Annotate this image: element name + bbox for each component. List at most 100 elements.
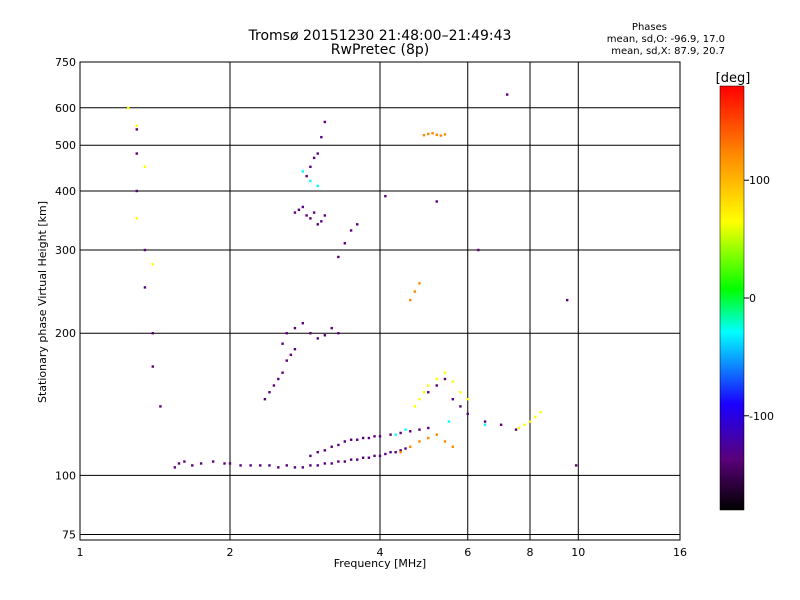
data-point (451, 380, 455, 383)
data-point (301, 321, 305, 325)
data-point (451, 397, 455, 401)
data-point (349, 458, 353, 461)
data-point (499, 423, 503, 426)
data-point (361, 436, 365, 440)
data-point (316, 152, 319, 155)
data-point (309, 179, 312, 183)
y-tick-label: 100 (55, 469, 76, 482)
data-point (422, 391, 426, 394)
x-tick-label: 8 (527, 546, 534, 559)
data-point (477, 248, 480, 252)
data-point (435, 433, 438, 436)
data-point (565, 298, 569, 302)
data-point (293, 211, 297, 214)
data-point (281, 371, 284, 374)
data-point (159, 405, 162, 408)
grid-lines (80, 62, 680, 540)
data-point (439, 134, 443, 137)
data-point (316, 464, 319, 467)
data-point (399, 431, 402, 435)
data-point (239, 464, 242, 467)
data-point (466, 397, 469, 401)
stats-line-x: mean, sd,X: 87.9, 20.7 (611, 46, 725, 57)
data-point (268, 391, 271, 394)
data-point (316, 223, 319, 226)
data-point (323, 120, 327, 124)
data-point (523, 423, 526, 426)
data-point (143, 165, 147, 169)
colorbar-tick-label: -100 (749, 410, 774, 423)
data-point (427, 436, 430, 440)
data-point (249, 464, 252, 467)
data-point (177, 462, 181, 465)
data-point (191, 464, 194, 467)
data-point (135, 217, 138, 220)
data-point (409, 445, 412, 448)
data-point (459, 391, 462, 394)
data-point (330, 445, 333, 448)
data-point (427, 132, 430, 136)
data-point (330, 462, 333, 465)
data-point (301, 170, 305, 173)
colorbar (719, 85, 745, 511)
colorbar-tick-label: 0 (749, 292, 756, 305)
data-point (301, 205, 305, 209)
data-point (418, 282, 421, 285)
x-tick-label: 6 (464, 546, 471, 559)
colorbar-tick-label: 100 (749, 174, 770, 187)
data-point (259, 464, 262, 467)
data-point (427, 391, 430, 394)
y-tick-label: 600 (55, 102, 76, 115)
data-point (367, 456, 371, 459)
data-point (228, 462, 232, 465)
data-point (409, 298, 412, 302)
data-point (293, 466, 297, 469)
data-point (343, 440, 347, 443)
x-tick-label: 10 (571, 546, 585, 559)
data-point (323, 334, 327, 337)
data-point (289, 353, 293, 357)
x-tick-label: 1 (77, 546, 84, 559)
y-tick-label: 750 (55, 56, 76, 69)
data-point (367, 436, 371, 440)
data-point (173, 466, 177, 469)
data-point (355, 438, 359, 441)
data-point (223, 462, 226, 465)
data-point (135, 189, 138, 193)
data-point (435, 384, 438, 387)
data-point (309, 217, 312, 220)
data-point (316, 450, 319, 454)
data-point (337, 443, 340, 447)
colorbar-ticks: 100 0 -100 (744, 174, 774, 423)
data-point (183, 460, 186, 463)
data-point (435, 377, 438, 381)
data-point (435, 200, 438, 203)
data-point (378, 454, 382, 458)
data-point (574, 464, 578, 467)
data-point (135, 128, 138, 131)
data-point (330, 326, 333, 330)
data-point (447, 420, 451, 423)
y-tick-label: 75 (62, 528, 76, 541)
data-point (323, 462, 327, 465)
data-point (135, 152, 138, 155)
data-point (384, 452, 387, 456)
data-point (316, 184, 319, 188)
data-point (466, 412, 469, 416)
data-point (394, 450, 397, 454)
data-point (361, 456, 365, 459)
data-point (389, 433, 392, 436)
data-point (404, 428, 407, 431)
data-point (151, 262, 155, 266)
data-point (143, 248, 147, 252)
x-tick-label: 4 (377, 546, 384, 559)
y-axis-label: Stationary phase Virtual Height [km] (36, 201, 49, 403)
data-point (459, 405, 462, 408)
data-point (418, 440, 421, 443)
data-point (316, 337, 319, 340)
colorbar-label: [deg] (716, 71, 751, 86)
data-point (443, 440, 447, 443)
y-tick-label: 400 (55, 185, 76, 198)
data-point (305, 214, 308, 217)
